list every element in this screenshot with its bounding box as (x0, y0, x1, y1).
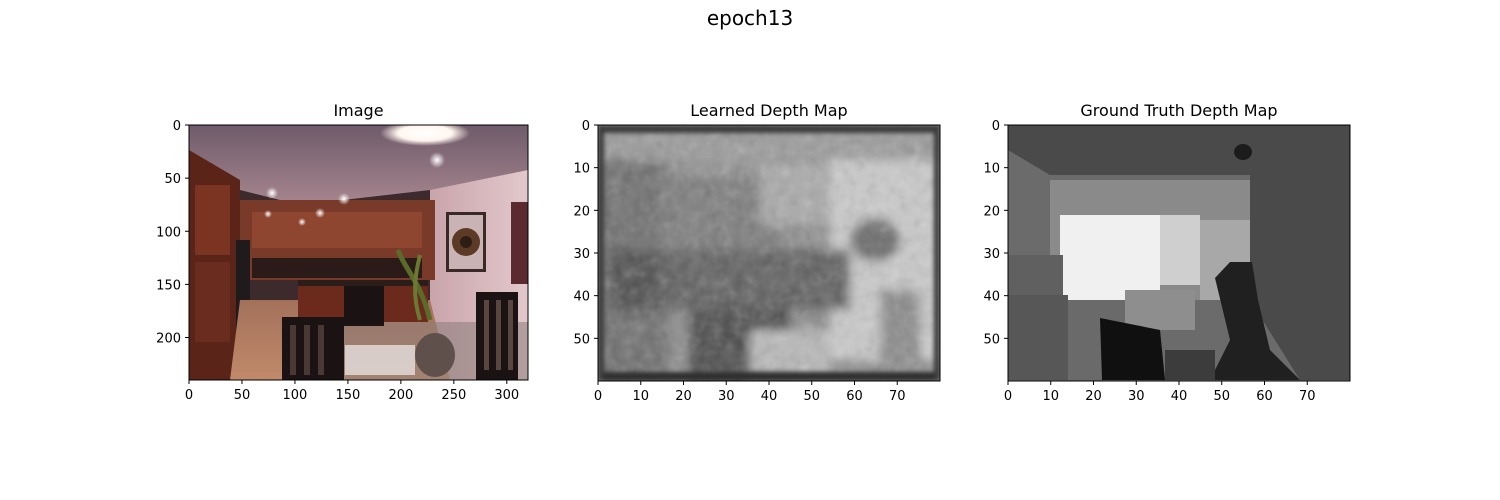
x-tick-label: 20 (1085, 389, 1102, 404)
x-tick-label: 250 (441, 388, 466, 403)
x-tick-label: 20 (675, 389, 692, 404)
axes-2: Ground Truth Depth Map 0 10 20 30 40 50 60 70 0 10… (983, 101, 1351, 404)
learned-depth-panel (598, 125, 940, 381)
image-panel (189, 125, 528, 380)
figure-suptitle: epoch13 (706, 6, 794, 30)
x-tick-label: 30 (718, 389, 735, 404)
axes-1: Learned Depth Map 0 10 20 30 40 50 60 70 0 10 20 30 4… (573, 101, 941, 404)
y-tick-label: 20 (983, 204, 1000, 219)
y-tick-label: 40 (983, 290, 1000, 305)
x-tick-label: 60 (846, 389, 863, 404)
x-tick-label: 60 (1256, 389, 1273, 404)
axes-title: Learned Depth Map (690, 101, 847, 120)
y-tick-label: 150 (156, 278, 181, 293)
y-tick-label: 0 (173, 119, 181, 134)
photo-chairs (282, 286, 518, 380)
y-tick-label: 50 (983, 332, 1000, 347)
x-tick-label: 50 (803, 389, 820, 404)
y-tick-label: 50 (164, 172, 181, 187)
x-tick-label: 70 (1299, 389, 1316, 404)
x-tick-label: 10 (1042, 389, 1059, 404)
ground-truth-depth-panel (1008, 125, 1350, 381)
x-tick-label: 0 (594, 389, 602, 404)
axes-0: Image 0 50 100 150 200 250 300 0 50 100 150 200 (156, 101, 529, 403)
x-tick-label: 50 (1213, 389, 1230, 404)
x-tick-label: 0 (1004, 389, 1012, 404)
x-tick-label: 100 (283, 388, 308, 403)
y-tick-label: 20 (573, 204, 590, 219)
y-tick-label: 10 (573, 162, 590, 177)
y-tick-label: 50 (573, 332, 590, 347)
x-tick-label: 150 (335, 388, 360, 403)
x-tick-label: 30 (1128, 389, 1145, 404)
axes-title: Image (333, 101, 383, 120)
x-tick-label: 50 (234, 388, 251, 403)
x-tick-label: 70 (889, 389, 906, 404)
axes-frame (188, 124, 529, 381)
x-tick-label: 40 (1171, 389, 1188, 404)
x-tick-label: 200 (388, 388, 413, 403)
y-tick-label: 200 (156, 332, 181, 347)
gt-near-chair (1100, 318, 1165, 380)
x-tick-label: 300 (494, 388, 519, 403)
y-tick-label: 10 (983, 162, 1000, 177)
y-tick-label: 40 (573, 290, 590, 305)
y-tick-label: 0 (582, 119, 590, 134)
gt-chair-silhouette (1210, 262, 1300, 380)
gt-bright-region (1060, 215, 1160, 300)
axes-title: Ground Truth Depth Map (1080, 101, 1277, 120)
y-tick-label: 30 (573, 247, 590, 262)
y-tick-label: 100 (156, 225, 181, 240)
y-tick-label: 0 (992, 119, 1000, 134)
y-tick-label: 30 (983, 247, 1000, 262)
photo-ceiling-lamp (380, 125, 470, 146)
x-tick-label: 40 (761, 389, 778, 404)
x-tick-label: 0 (185, 388, 193, 403)
photo-ceiling (189, 125, 528, 205)
x-tick-label: 10 (632, 389, 649, 404)
